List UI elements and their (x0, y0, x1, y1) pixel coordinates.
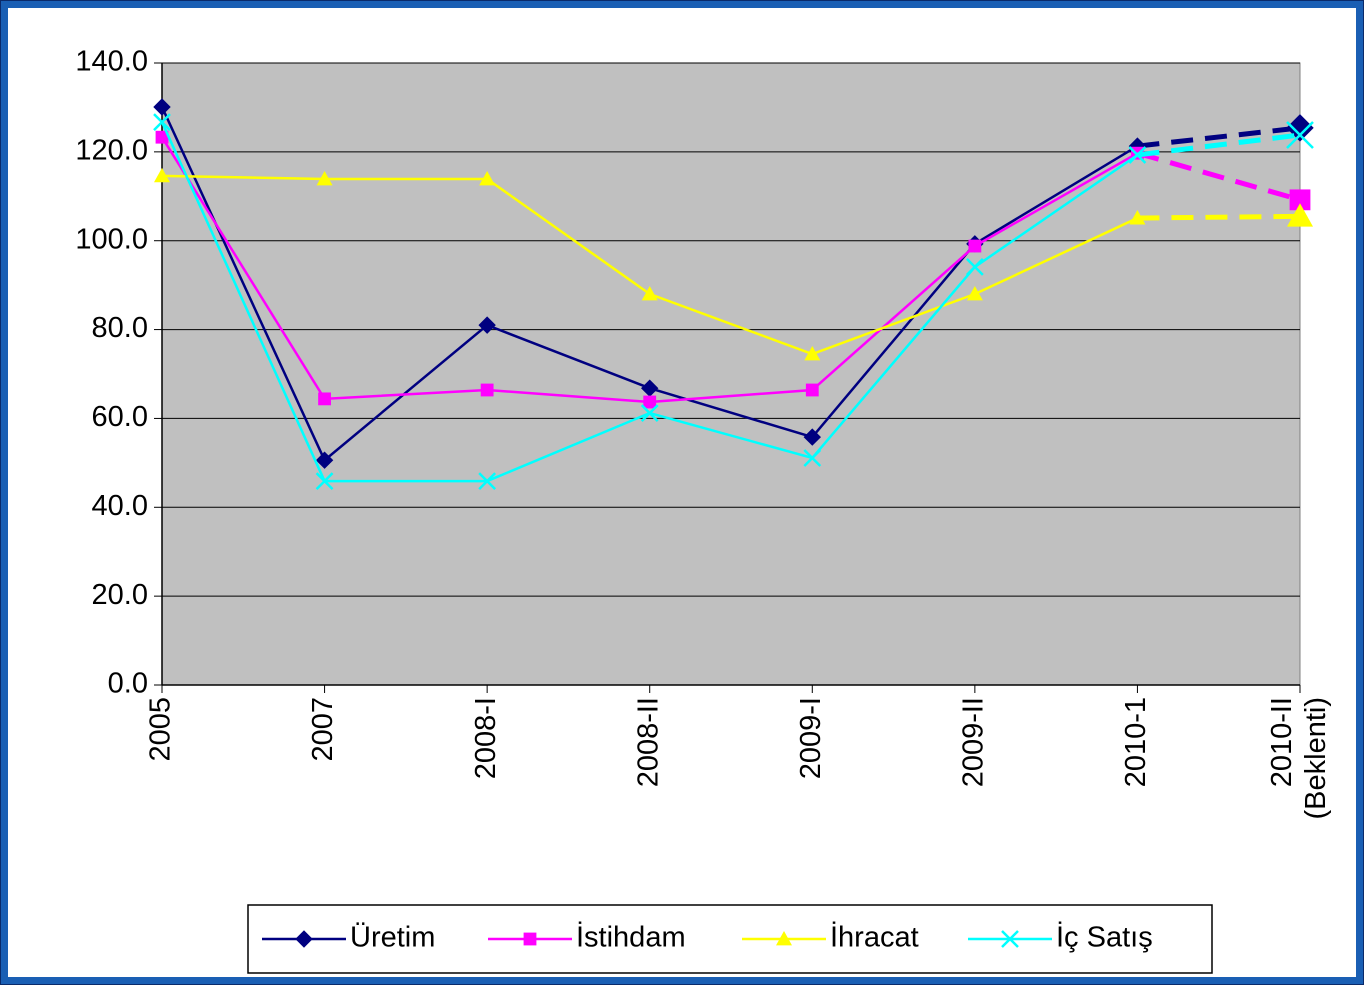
marker (641, 286, 658, 301)
marker (805, 383, 819, 397)
legend-label: İç Satış (1056, 921, 1153, 954)
marker (804, 346, 821, 361)
marker (480, 383, 494, 397)
x-tick-label: 2009-I (795, 697, 827, 779)
y-tick-label: 140.0 (75, 46, 148, 78)
marker (1286, 121, 1314, 149)
marker (315, 472, 334, 490)
marker (640, 404, 659, 422)
y-tick-label: 40.0 (92, 490, 148, 522)
marker (643, 395, 657, 409)
marker (968, 239, 982, 253)
marker (315, 451, 334, 469)
x-tick-label: 2008-II (632, 697, 664, 787)
marker (523, 932, 537, 946)
y-tick-label: 0.0 (108, 668, 148, 700)
marker (1129, 210, 1146, 225)
marker (295, 930, 313, 948)
marker (153, 113, 171, 131)
marker (776, 931, 792, 946)
series-line-projection (1137, 125, 1301, 149)
marker (318, 392, 331, 406)
plot-area (161, 62, 1301, 686)
x-tick-label: 2009-II (958, 697, 990, 787)
series-line-projection (1137, 132, 1301, 158)
marker (478, 472, 497, 490)
series-line-projection (1136, 150, 1301, 203)
marker (479, 170, 496, 186)
marker (966, 286, 983, 301)
marker (1128, 146, 1147, 164)
legend-label: Üretim (350, 922, 435, 954)
legend-label: İhracat (830, 921, 919, 954)
x-tick-label: 2005 (145, 697, 177, 762)
marker (803, 449, 822, 467)
series-line-projection (1137, 213, 1301, 221)
marker (1289, 189, 1311, 211)
marker (154, 167, 170, 183)
y-tick-label: 20.0 (92, 579, 148, 611)
marker (1287, 203, 1313, 227)
marker (316, 170, 333, 186)
x-tick-label: 2007 (307, 697, 339, 762)
marker (803, 428, 821, 446)
marker (478, 316, 496, 334)
y-tick-label: 100.0 (75, 223, 148, 255)
x-tick-label: 2008-I (470, 697, 502, 779)
marker (155, 130, 169, 144)
marker (965, 258, 984, 276)
legend-label: İstihdam (576, 921, 686, 954)
y-tick-label: 80.0 (92, 312, 148, 344)
x-tick-label: 2010-II(Beklenti) (1266, 697, 1332, 820)
y-tick-label: 120.0 (75, 135, 148, 167)
x-tick-label: 2010-1 (1120, 697, 1152, 787)
y-tick-label: 60.0 (92, 401, 148, 433)
marker (1001, 930, 1019, 948)
marker (153, 98, 171, 116)
